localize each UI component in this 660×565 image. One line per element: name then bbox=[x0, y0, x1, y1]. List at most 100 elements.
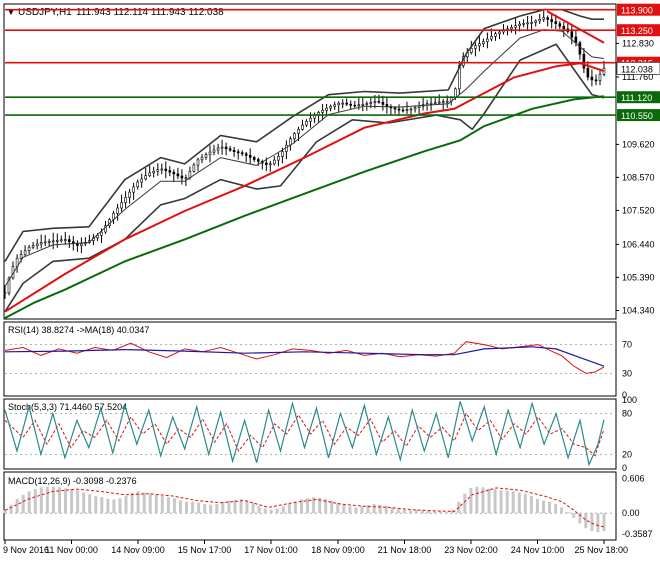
candle-body bbox=[425, 103, 429, 105]
candle-body bbox=[212, 149, 216, 153]
candle-body bbox=[490, 36, 493, 40]
candle-body bbox=[268, 163, 272, 166]
candle-body bbox=[494, 33, 497, 37]
stoch-tick-label: 100 bbox=[622, 395, 637, 405]
candle-body bbox=[164, 168, 168, 171]
level-label-113.900: 113.900 bbox=[621, 6, 653, 16]
candle-body bbox=[441, 101, 445, 103]
candle-body bbox=[96, 235, 99, 239]
macd-tick-label: 0.606 bbox=[622, 473, 645, 483]
level-label-111.120: 111.120 bbox=[621, 93, 652, 103]
candle-body bbox=[594, 79, 598, 82]
candle-body bbox=[31, 245, 35, 248]
candle-body bbox=[329, 106, 332, 109]
candle-body bbox=[377, 101, 381, 103]
x-tick-label: 18 Nov 09:00 bbox=[311, 545, 365, 555]
candle-body bbox=[116, 207, 119, 214]
candle-body bbox=[240, 152, 244, 155]
price-tick-label: 112.830 bbox=[622, 38, 654, 48]
candle-body bbox=[168, 170, 172, 173]
candle-body bbox=[373, 101, 377, 103]
candle-body bbox=[152, 171, 155, 174]
candle-body bbox=[337, 102, 341, 106]
candle-body bbox=[124, 197, 127, 203]
candle-body bbox=[349, 103, 353, 106]
candle-body bbox=[586, 68, 590, 78]
candle-body bbox=[381, 102, 385, 105]
price-series-group bbox=[3, 8, 606, 319]
candle-body bbox=[244, 153, 248, 156]
price-tick-label: 111.760 bbox=[622, 72, 653, 82]
candle-body bbox=[361, 104, 365, 106]
candle-body bbox=[369, 102, 373, 104]
x-tick-label: 24 Nov 10:00 bbox=[511, 545, 565, 555]
macd-signal-line bbox=[4, 487, 605, 528]
moving-average-red bbox=[4, 62, 605, 313]
ohlc-text: 111.943 112.114 111.943 112.038 bbox=[76, 7, 224, 18]
macd-label: MACD(12,26,9) -0.3098 -0.2376 bbox=[8, 476, 137, 486]
rsi-label: RSI(14) 38.8274 ->MA(18) 40.0347 bbox=[8, 325, 149, 335]
candle-body bbox=[534, 20, 538, 23]
x-tick-label: 17 Nov 01:00 bbox=[244, 545, 298, 555]
macd-tick-label: -0.3587 bbox=[622, 529, 653, 539]
candle-body bbox=[562, 25, 566, 30]
candle-body bbox=[23, 250, 27, 255]
candle-body bbox=[289, 138, 292, 146]
candle-body bbox=[272, 159, 276, 165]
x-tick-label: 9 Nov 2016 bbox=[3, 545, 49, 555]
level-label-bg-113.250 bbox=[617, 24, 660, 37]
price-tick-label: 109.620 bbox=[622, 139, 655, 149]
candle-body bbox=[136, 181, 139, 188]
price-tick-label: 108.570 bbox=[622, 172, 655, 182]
candle-body bbox=[120, 202, 123, 209]
candle-body bbox=[277, 156, 280, 161]
candle-body bbox=[228, 148, 232, 151]
candle-body bbox=[514, 25, 517, 28]
candle-body bbox=[405, 109, 409, 111]
candle-body bbox=[132, 186, 135, 193]
candle-body bbox=[172, 171, 176, 175]
price-tick-label: 104.340 bbox=[622, 306, 655, 316]
bollinger-lower-band bbox=[4, 43, 605, 313]
candle-body bbox=[208, 151, 212, 155]
candle-body bbox=[27, 246, 31, 252]
chart-header: ▼ USDJPY,H1 111.943 112.114 111.943 112.… bbox=[6, 7, 224, 18]
stoch-tick-label: 80 bbox=[622, 409, 632, 419]
candle-body bbox=[526, 22, 529, 25]
x-tick-label: 14 Nov 09:00 bbox=[111, 545, 165, 555]
candle-body bbox=[35, 243, 39, 246]
candle-body bbox=[345, 102, 349, 105]
candle-body bbox=[486, 38, 489, 42]
x-tick-label: 21 Nov 18:00 bbox=[378, 545, 432, 555]
candle-body bbox=[558, 23, 562, 27]
candle-body bbox=[321, 110, 324, 113]
price-tick-label: 105.390 bbox=[622, 272, 655, 282]
candle-body bbox=[365, 103, 369, 105]
candle-body bbox=[393, 107, 397, 110]
level-label-bg-113.900 bbox=[617, 3, 660, 16]
candle-body bbox=[196, 159, 200, 166]
candle-body bbox=[469, 48, 473, 53]
bollinger-upper-band bbox=[4, 8, 604, 262]
candle-body bbox=[437, 101, 441, 104]
candle-body bbox=[433, 102, 437, 104]
candle-body bbox=[55, 240, 59, 242]
price-tick-label: 106.440 bbox=[622, 239, 655, 249]
candle-body bbox=[309, 117, 312, 122]
candle-body bbox=[578, 42, 582, 55]
candle-body bbox=[39, 242, 43, 245]
price-axis-group: 112.830 111.760 109.620 108.570 107.520 106.4… bbox=[616, 38, 660, 316]
candle-body bbox=[43, 241, 47, 244]
rsi-group: 70 30 0 bbox=[4, 340, 632, 400]
stoch-tick-label: 0 bbox=[622, 463, 627, 473]
candle-body bbox=[385, 104, 389, 107]
candle-body bbox=[574, 36, 578, 43]
stoch-main-line bbox=[4, 401, 605, 467]
candle-body bbox=[538, 18, 542, 22]
panel-frames bbox=[3, 3, 617, 541]
menu-arrow-icon[interactable]: ▼ bbox=[6, 7, 16, 18]
candle-body bbox=[598, 74, 602, 81]
